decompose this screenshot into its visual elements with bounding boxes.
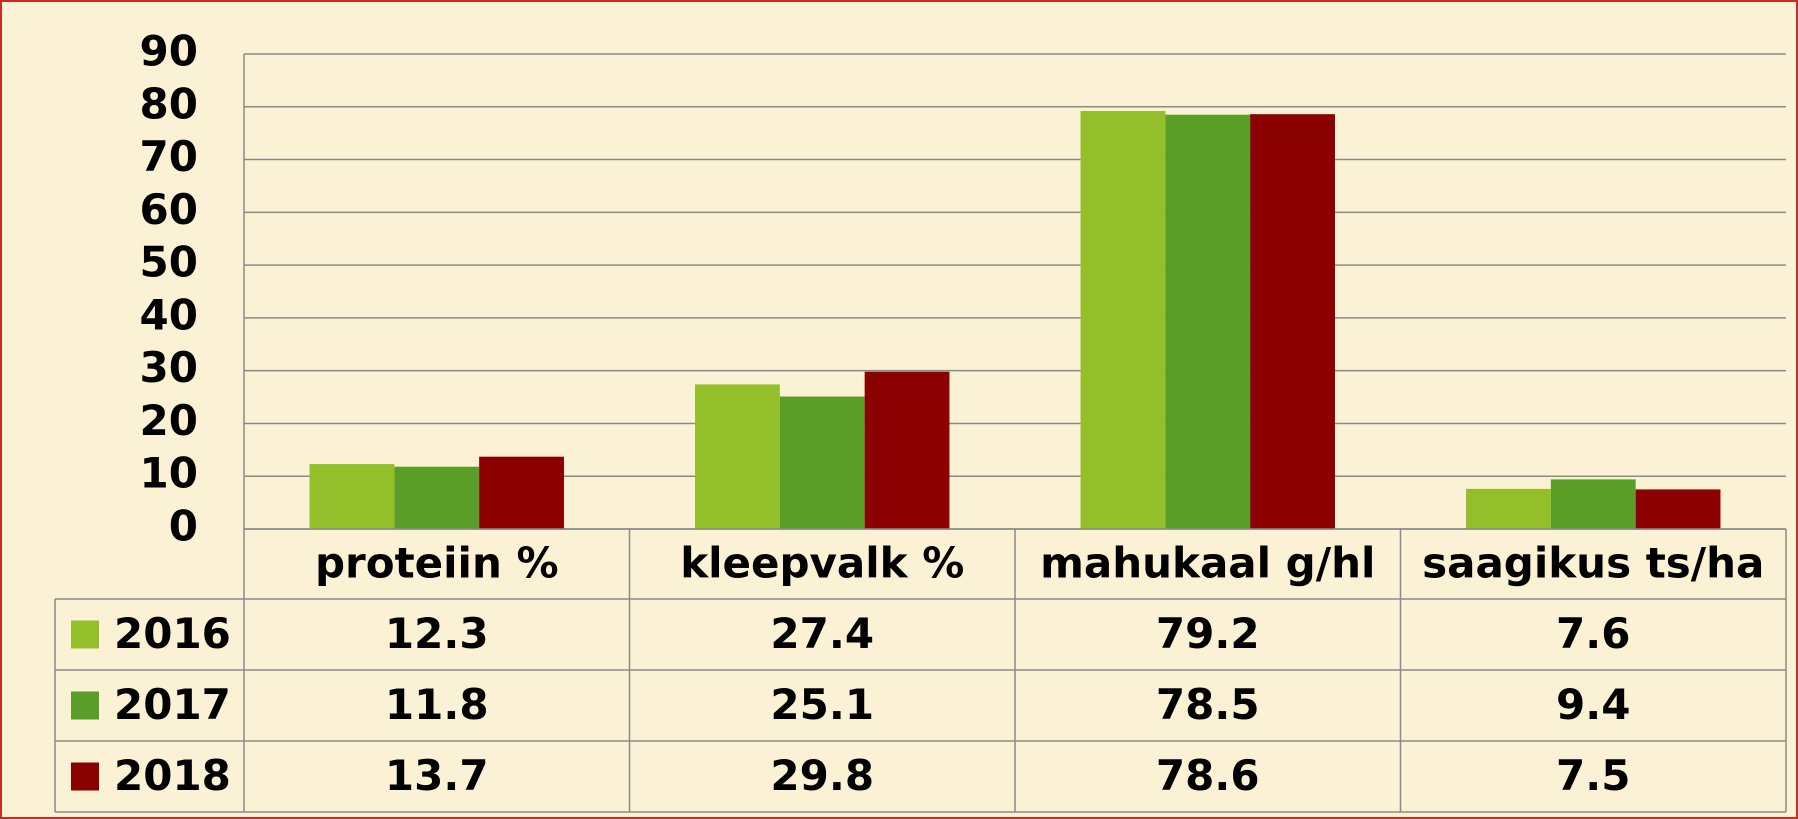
bar <box>1635 489 1721 529</box>
data-label: 25.1 <box>770 680 874 729</box>
y-tick-label: 40 <box>140 290 198 339</box>
y-tick-label: 60 <box>140 185 198 234</box>
data-label: 7.5 <box>1556 751 1630 800</box>
y-tick-label: 0 <box>169 502 198 551</box>
bar <box>1550 479 1636 529</box>
data-label: 78.5 <box>1156 680 1260 729</box>
x-tick-label: kleepvalk % <box>680 539 964 588</box>
data-label: 29.8 <box>770 751 874 800</box>
legend-swatch <box>71 620 99 649</box>
y-tick-label: 90 <box>140 27 198 76</box>
y-tick-label: 10 <box>140 449 198 498</box>
x-tick-label: proteiin % <box>315 539 559 588</box>
bar <box>1250 114 1335 530</box>
bar <box>394 466 480 529</box>
data-label: 9.4 <box>1556 680 1630 729</box>
y-tick-label: 50 <box>140 238 198 287</box>
legend-label: 2018 <box>114 751 231 800</box>
bar <box>864 371 950 529</box>
data-label: 11.8 <box>385 680 489 729</box>
x-tick-label: mahukaal g/hl <box>1040 539 1375 588</box>
data-label: 7.6 <box>1556 609 1630 658</box>
x-tick-label: saagikus ts/ha <box>1422 539 1764 588</box>
legend-label: 2016 <box>114 609 231 658</box>
legend-swatch <box>71 691 99 720</box>
bar <box>1080 111 1166 529</box>
bar <box>309 464 395 529</box>
bar <box>1466 488 1551 529</box>
y-tick-label: 70 <box>140 132 198 181</box>
legend-swatch <box>71 762 99 791</box>
y-tick-label: 30 <box>140 343 198 392</box>
bar <box>779 396 865 529</box>
bar <box>1165 114 1251 529</box>
legend-label: 2017 <box>114 680 231 729</box>
data-label: 78.6 <box>1156 751 1260 800</box>
data-label: 27.4 <box>770 609 874 658</box>
y-tick-label: 80 <box>140 79 198 128</box>
data-label: 13.7 <box>385 751 489 800</box>
bar <box>479 456 564 529</box>
data-label: 12.3 <box>385 609 489 658</box>
data-label: 79.2 <box>1156 609 1260 658</box>
bar <box>695 384 780 529</box>
y-tick-label: 20 <box>140 396 198 445</box>
